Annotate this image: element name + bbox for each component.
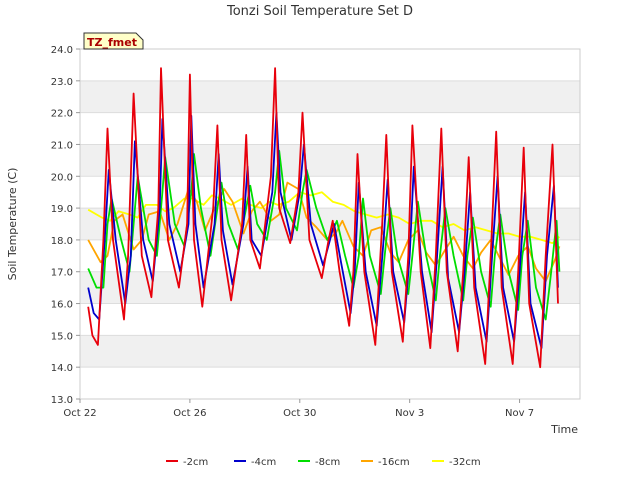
x-tick-label: Nov 7 bbox=[505, 408, 534, 419]
y-tick-label: 15.0 bbox=[51, 331, 73, 342]
x-axis-label: Time bbox=[550, 423, 578, 436]
y-tick-label: 14.0 bbox=[51, 363, 73, 374]
plot-band bbox=[80, 144, 580, 177]
series-line-32cmcm bbox=[87, 191, 561, 245]
y-tick-label: 22.0 bbox=[51, 109, 73, 120]
legend: -2cm -4cm -8cm -16cm -32cm bbox=[166, 457, 481, 468]
plot-band bbox=[80, 176, 580, 209]
x-tick-label: Oct 26 bbox=[173, 408, 206, 419]
legend-label: -2cm bbox=[183, 457, 208, 468]
y-tick-label: 18.0 bbox=[51, 236, 73, 247]
x-ticks: Oct 22 Oct 26 Oct 30 Nov 3 Nov 7 bbox=[63, 399, 534, 419]
y-tick-label: 13.0 bbox=[51, 395, 73, 406]
plot-band bbox=[80, 271, 580, 304]
annotation-box: TZ_fmet bbox=[83, 32, 144, 50]
plot-band bbox=[80, 80, 580, 113]
chart-title: Tonzi Soil Temperature Set D bbox=[226, 4, 413, 19]
y-tick-label: 16.0 bbox=[51, 300, 73, 311]
plot-band bbox=[80, 335, 580, 368]
x-tick-label: Oct 22 bbox=[63, 408, 96, 419]
y-ticks: 13.0 14.0 15.0 16.0 17.0 18.0 19.0 20.0 21.0 22.0… bbox=[51, 45, 80, 406]
y-tick-label: 19.0 bbox=[51, 204, 73, 215]
series-lines bbox=[87, 67, 561, 369]
plot-band bbox=[80, 49, 580, 81]
x-tick-label: Oct 30 bbox=[283, 408, 316, 419]
x-tick-label: Nov 3 bbox=[395, 408, 424, 419]
plot-band bbox=[80, 112, 580, 145]
y-tick-label: 23.0 bbox=[51, 77, 73, 88]
plot-band bbox=[80, 367, 580, 399]
y-tick-label: 20.0 bbox=[51, 172, 73, 183]
legend-label: -32cm bbox=[449, 457, 481, 468]
y-tick-label: 17.0 bbox=[51, 268, 73, 279]
y-tick-label: 24.0 bbox=[51, 45, 73, 56]
plot-bands bbox=[80, 49, 580, 400]
legend-label: -8cm bbox=[315, 457, 340, 468]
y-tick-label: 21.0 bbox=[51, 140, 73, 151]
annotation-label: TZ_fmet bbox=[87, 36, 137, 49]
plot-area bbox=[79, 48, 581, 400]
legend-label: -16cm bbox=[378, 457, 410, 468]
y-axis-label: Soil Temperature (C) bbox=[6, 168, 19, 281]
plot-band bbox=[80, 303, 580, 336]
series-line-2cmcm bbox=[87, 67, 559, 369]
legend-label: -4cm bbox=[251, 457, 276, 468]
